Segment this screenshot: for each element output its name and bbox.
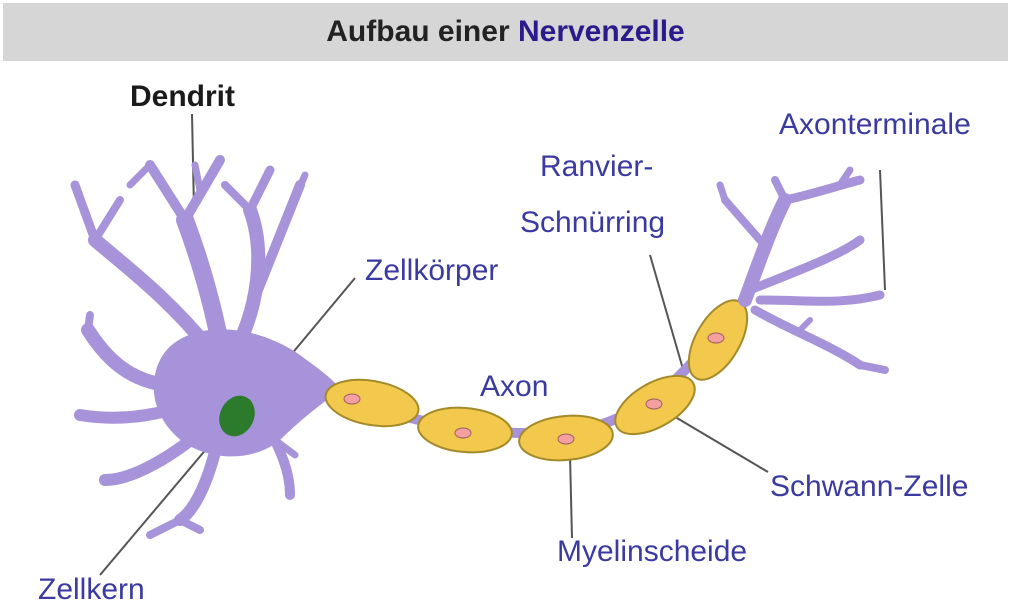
leader-axonterminale (879, 169, 886, 291)
cell-body (153, 329, 340, 457)
title-prefix: Aufbau einer (326, 15, 518, 48)
label-axon: Axon (480, 370, 549, 403)
leader-dendrit (191, 113, 195, 211)
label-ranvier-1: Ranvier- (540, 150, 654, 183)
label-dendrit: Dendrit (130, 80, 235, 113)
label-ranvier-2: Schnürring (520, 206, 666, 239)
axon-terminals (716, 166, 889, 374)
title-bar: Aufbau einer Nervenzelle (3, 3, 1008, 61)
leader-zellkoerper (284, 277, 356, 363)
schwann-nuclei (343, 332, 725, 445)
label-axonterminale: Axonterminale (779, 108, 971, 141)
label-schwann: Schwann-Zelle (770, 470, 969, 503)
label-myelin: Myelinscheide (557, 535, 748, 568)
label-zellkoerper: Zellkörper (365, 254, 499, 287)
leader-myelin (569, 454, 573, 539)
nucleus-shape (219, 395, 255, 437)
leader-ranvier (649, 254, 686, 377)
label-zellkern: Zellkern (38, 573, 145, 606)
title-highlight: Nervenzelle (517, 15, 685, 48)
dendrites (70, 155, 309, 539)
